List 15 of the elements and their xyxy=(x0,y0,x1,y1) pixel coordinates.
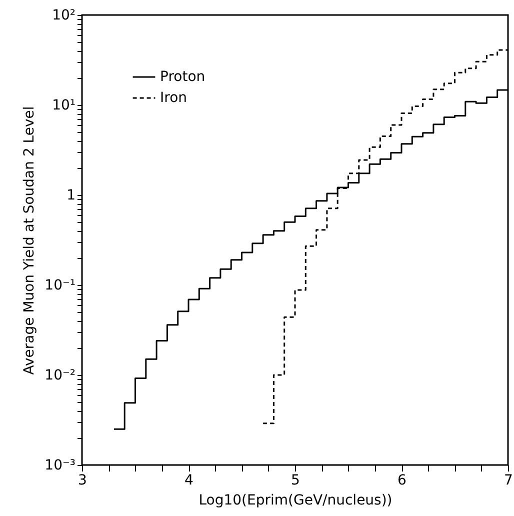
legend-label: Proton xyxy=(160,69,206,85)
y-tick-label: 10⁻² xyxy=(44,368,76,384)
y-tick-label: 1 xyxy=(66,188,76,204)
legend-label: Iron xyxy=(160,90,188,106)
x-tick-label: 7 xyxy=(504,472,513,488)
y-tick-label: 10⁻³ xyxy=(44,458,76,474)
x-tick-label: 5 xyxy=(291,472,300,488)
x-tick-label: 4 xyxy=(184,472,194,488)
y-axis-title: Average Muon Yield at Soudan 2 Level xyxy=(22,106,38,375)
x-tick-label: 3 xyxy=(78,472,87,488)
y-tick-label: 10¹ xyxy=(52,98,76,114)
y-tick-label: 10² xyxy=(52,8,76,24)
y-tick-label: 10⁻¹ xyxy=(44,278,76,294)
x-tick-label: 6 xyxy=(398,472,407,488)
x-axis-title: Log10(Eprim(GeV/nucleus)) xyxy=(198,492,392,508)
